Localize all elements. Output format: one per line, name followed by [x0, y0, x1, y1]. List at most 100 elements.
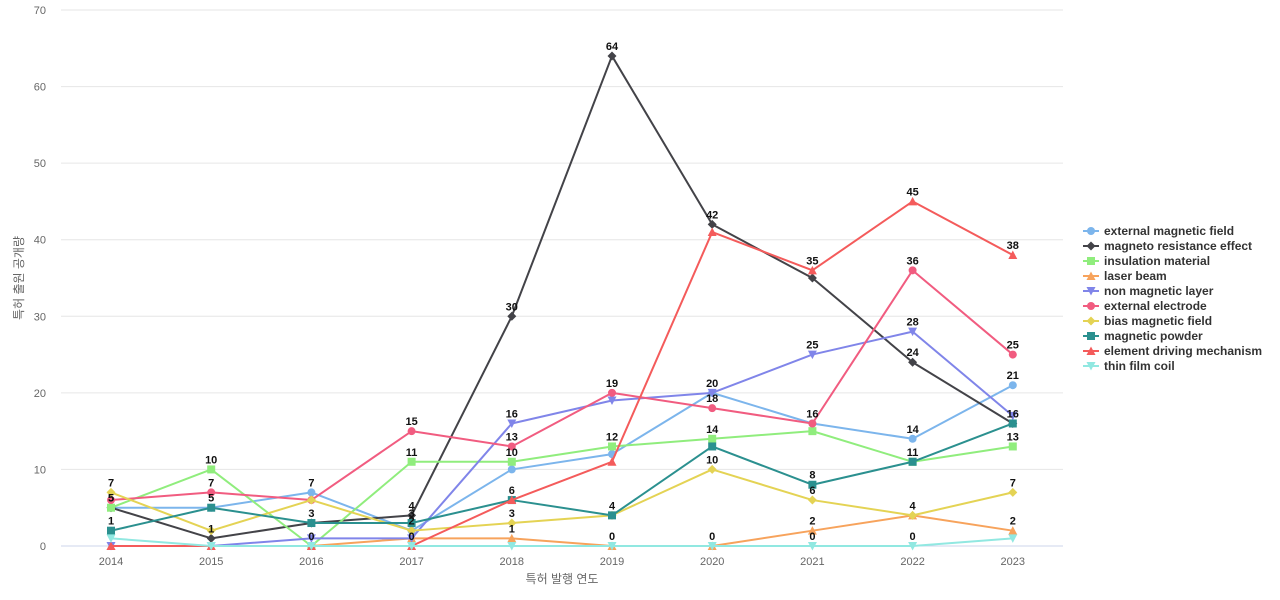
data-point[interactable]: [908, 357, 918, 367]
data-point[interactable]: [807, 265, 817, 275]
data-point[interactable]: [407, 534, 417, 543]
legend-item[interactable]: external magnetic field: [1083, 224, 1234, 238]
data-point[interactable]: [507, 495, 517, 505]
legend-marker[interactable]: [1086, 362, 1096, 371]
data-point[interactable]: [707, 227, 717, 237]
data-point[interactable]: [407, 510, 417, 520]
data-point[interactable]: [507, 542, 517, 551]
data-point[interactable]: [607, 51, 617, 61]
data-point[interactable]: [306, 534, 316, 543]
data-point[interactable]: [407, 457, 416, 466]
data-point[interactable]: [306, 542, 316, 551]
data-point[interactable]: [607, 542, 617, 551]
data-point[interactable]: [106, 534, 116, 543]
data-point[interactable]: [808, 427, 817, 436]
data-point[interactable]: [206, 533, 216, 543]
legend-item[interactable]: bias magnetic field: [1083, 314, 1212, 328]
legend-marker[interactable]: [1087, 227, 1095, 235]
data-point[interactable]: [106, 541, 116, 551]
legend-item[interactable]: magneto resistance effect: [1083, 239, 1252, 253]
data-point[interactable]: [507, 457, 516, 466]
data-point[interactable]: [106, 487, 116, 497]
data-point[interactable]: [708, 442, 717, 451]
data-label: 10: [205, 454, 217, 466]
legend-item[interactable]: magnetic powder: [1083, 329, 1203, 343]
data-point[interactable]: [507, 533, 517, 543]
data-point[interactable]: [908, 266, 917, 275]
data-point[interactable]: [407, 427, 416, 436]
data-point[interactable]: [608, 442, 616, 451]
data-point[interactable]: [1008, 250, 1018, 260]
legend-marker[interactable]: [1087, 332, 1095, 340]
data-label: 28: [906, 317, 918, 329]
data-point[interactable]: [908, 510, 918, 520]
legend-marker[interactable]: [1087, 302, 1095, 310]
data-point[interactable]: [207, 503, 216, 512]
data-label: 24: [906, 347, 919, 359]
data-point[interactable]: [807, 542, 817, 551]
data-point[interactable]: [407, 519, 416, 528]
data-point[interactable]: [707, 388, 717, 398]
legend-marker[interactable]: [1086, 287, 1096, 296]
legend-item[interactable]: element driving mechanism: [1083, 344, 1262, 358]
legend-item[interactable]: non magnetic layer: [1083, 284, 1214, 298]
legend-item[interactable]: laser beam: [1083, 269, 1167, 283]
legend-item[interactable]: external electrode: [1083, 299, 1207, 313]
data-point[interactable]: [307, 488, 316, 497]
data-point[interactable]: [807, 273, 817, 283]
data-point[interactable]: [207, 465, 216, 474]
data-point[interactable]: [307, 519, 316, 528]
data-label: 13: [1007, 431, 1019, 443]
data-point[interactable]: [807, 350, 817, 360]
data-point[interactable]: [608, 511, 616, 520]
legend-marker[interactable]: [1086, 271, 1096, 281]
data-point[interactable]: [607, 457, 617, 466]
data-point[interactable]: [908, 457, 917, 466]
legend-marker[interactable]: [1087, 257, 1095, 265]
data-point[interactable]: [1008, 381, 1017, 390]
data-label: 0: [609, 531, 615, 543]
data-point[interactable]: [107, 496, 115, 505]
data-point[interactable]: [1008, 442, 1017, 451]
data-point[interactable]: [908, 196, 918, 206]
data-point[interactable]: [1008, 487, 1018, 497]
data-point[interactable]: [807, 526, 817, 535]
legend-marker[interactable]: [1086, 316, 1096, 326]
data-point[interactable]: [407, 526, 417, 536]
data-point[interactable]: [507, 442, 516, 451]
data-point[interactable]: [1008, 526, 1018, 535]
data-point[interactable]: [507, 465, 516, 474]
data-point[interactable]: [206, 542, 216, 551]
legend-item[interactable]: insulation material: [1083, 254, 1210, 268]
data-point[interactable]: [708, 404, 717, 413]
data-point[interactable]: [707, 464, 717, 474]
data-point[interactable]: [808, 480, 817, 489]
legend-marker[interactable]: [1086, 346, 1096, 356]
data-point[interactable]: [206, 526, 216, 536]
data-point[interactable]: [908, 434, 917, 443]
series-element-driving-mechanism: [106, 196, 1018, 551]
data-point[interactable]: [707, 542, 717, 551]
data-point[interactable]: [808, 419, 817, 428]
data-point[interactable]: [908, 542, 918, 551]
data-point[interactable]: [107, 526, 115, 535]
legend-item[interactable]: thin film coil: [1083, 359, 1175, 373]
data-point[interactable]: [908, 327, 918, 337]
data-point[interactable]: [1008, 411, 1018, 421]
data-point[interactable]: [407, 542, 417, 551]
data-point[interactable]: [708, 434, 717, 443]
data-point[interactable]: [507, 419, 517, 428]
data-point[interactable]: [608, 388, 616, 397]
data-point[interactable]: [1008, 350, 1017, 359]
data-point[interactable]: [507, 518, 517, 528]
data-point[interactable]: [107, 503, 115, 512]
data-point[interactable]: [507, 311, 517, 321]
data-point[interactable]: [807, 495, 817, 505]
data-point[interactable]: [1008, 419, 1017, 428]
data-point[interactable]: [207, 488, 216, 497]
legend-marker[interactable]: [1086, 241, 1096, 251]
data-point[interactable]: [1008, 534, 1018, 543]
data-point[interactable]: [707, 219, 717, 229]
data-point[interactable]: [306, 495, 316, 505]
data-point[interactable]: [607, 396, 617, 406]
